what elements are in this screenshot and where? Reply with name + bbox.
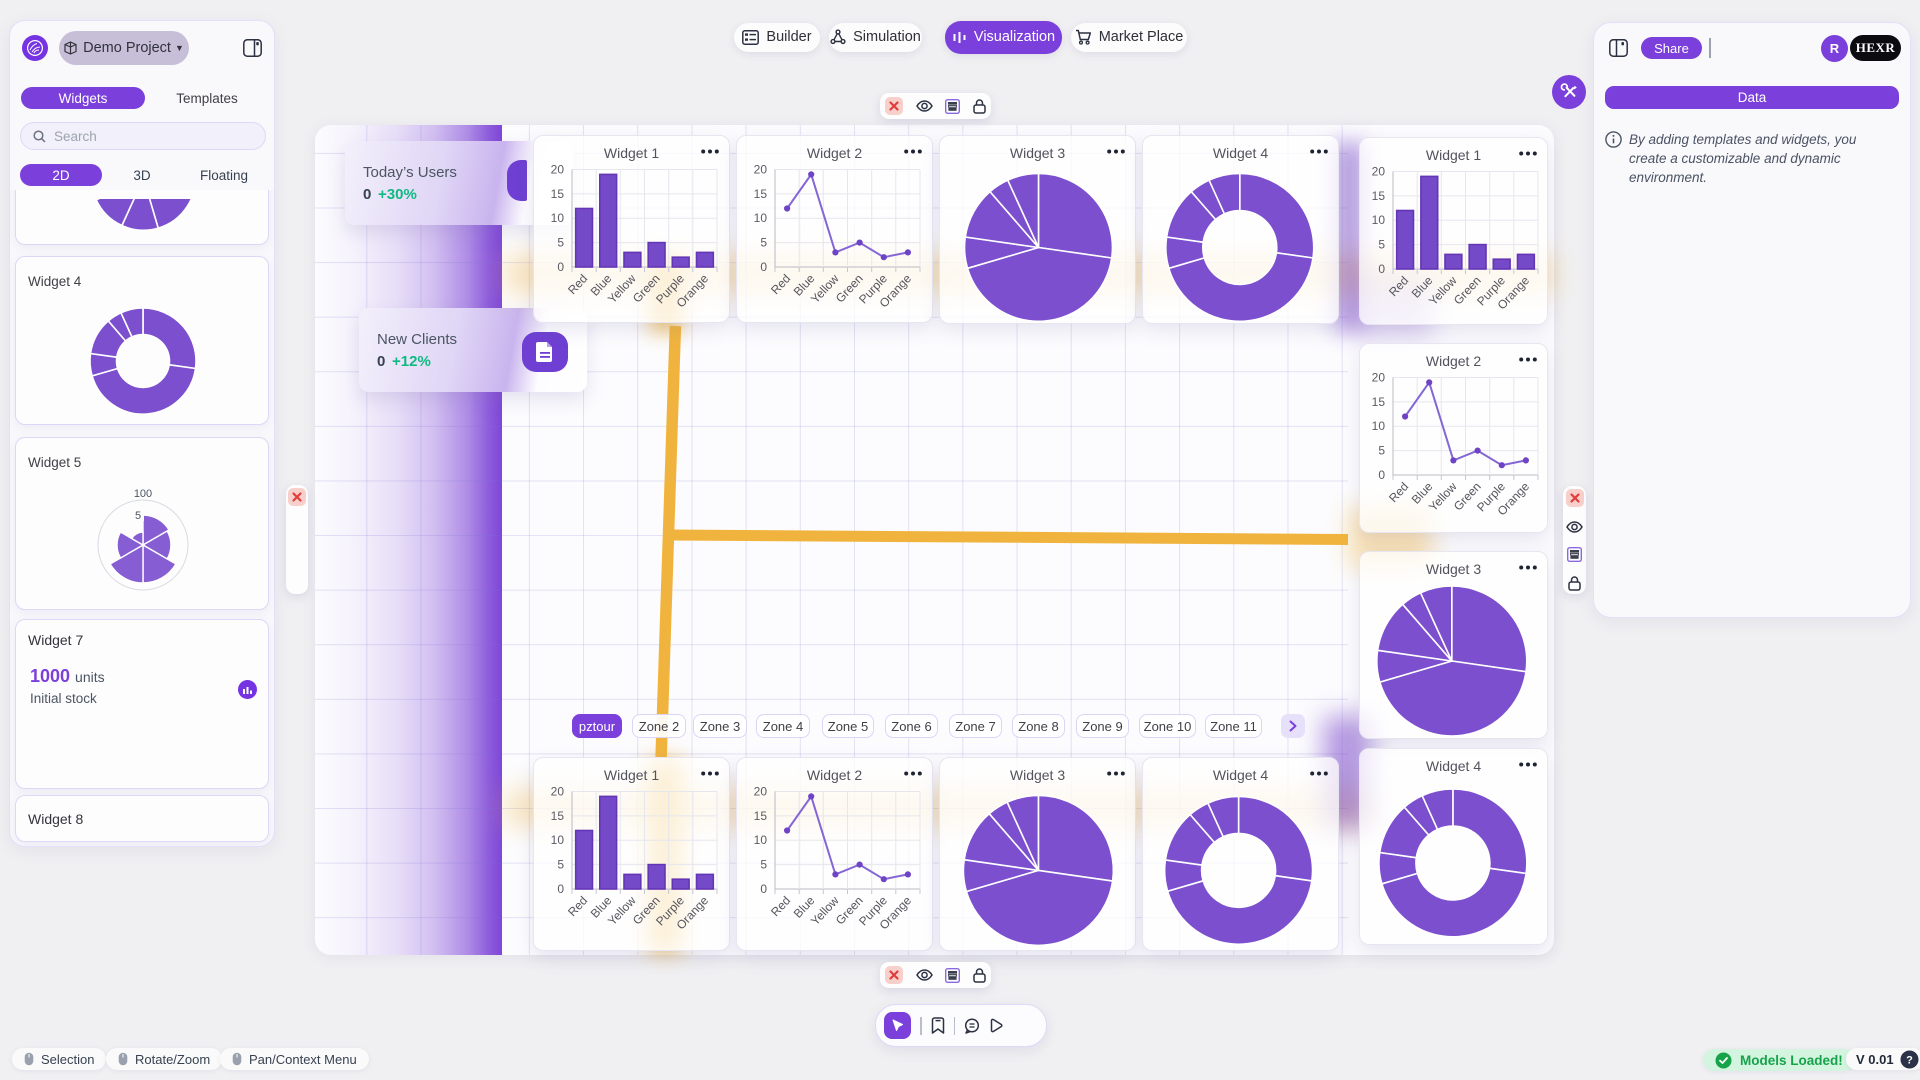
- svg-text:20: 20: [1372, 371, 1386, 385]
- svg-text:Red: Red: [768, 271, 793, 297]
- svg-text:?: ?: [1906, 1054, 1913, 1066]
- svg-text:10: 10: [754, 833, 768, 847]
- svg-text:Red: Red: [1386, 479, 1411, 505]
- svg-text:15: 15: [754, 809, 768, 823]
- svg-text:0: 0: [760, 882, 767, 896]
- svg-text:0: 0: [1378, 468, 1385, 482]
- svg-text:Red: Red: [768, 893, 793, 919]
- svg-text:5: 5: [760, 236, 767, 250]
- svg-text:Red: Red: [1386, 273, 1411, 299]
- svg-text:Red: Red: [565, 271, 590, 297]
- svg-text:20: 20: [551, 785, 565, 799]
- svg-text:20: 20: [1372, 165, 1386, 179]
- svg-text:15: 15: [1372, 395, 1386, 409]
- svg-text:10: 10: [551, 833, 565, 847]
- svg-text:20: 20: [551, 163, 565, 177]
- svg-text:0: 0: [557, 260, 564, 274]
- svg-text:5: 5: [557, 858, 564, 872]
- svg-text:15: 15: [551, 187, 565, 201]
- svg-text:15: 15: [1372, 189, 1386, 203]
- svg-text:5: 5: [557, 236, 564, 250]
- svg-text:0: 0: [557, 882, 564, 896]
- svg-text:10: 10: [1372, 213, 1386, 227]
- svg-text:5: 5: [1378, 238, 1385, 252]
- svg-text:5: 5: [1378, 444, 1385, 458]
- svg-text:100: 100: [134, 488, 152, 500]
- svg-text:Red: Red: [565, 893, 590, 919]
- svg-text:0: 0: [1378, 262, 1385, 276]
- svg-text:5: 5: [760, 858, 767, 872]
- svg-text:15: 15: [551, 809, 565, 823]
- svg-text:10: 10: [1372, 419, 1386, 433]
- svg-text:15: 15: [754, 187, 768, 201]
- svg-text:10: 10: [754, 211, 768, 225]
- svg-text:5: 5: [135, 510, 141, 522]
- svg-text:0: 0: [760, 260, 767, 274]
- svg-text:10: 10: [551, 211, 565, 225]
- svg-text:20: 20: [754, 785, 768, 799]
- svg-text:20: 20: [754, 163, 768, 177]
